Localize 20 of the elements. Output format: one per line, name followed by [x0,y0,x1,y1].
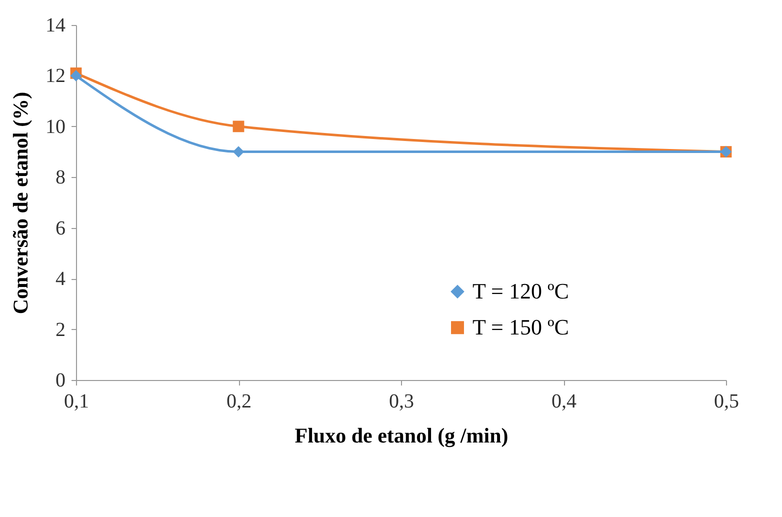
y-tick-label: 6 [56,217,66,240]
legend-label: T = 150 ºC [472,314,569,340]
point [232,120,244,132]
point [70,70,82,82]
y-axis-title: Conversão de etanol (%) [8,92,32,314]
x-tick-label: 0,4 [552,390,576,412]
x-tick-label: 0,5 [714,390,739,412]
y-tick-label: 14 [46,14,66,36]
x-tick-label: 0,2 [226,390,252,412]
y-tick-label: 10 [46,116,66,138]
y-tick-label: 8 [56,166,66,189]
legend-label: T = 120 ºC [472,278,569,304]
x-tick-label: 0,3 [389,390,414,412]
y-tick-label: 12 [46,65,66,88]
y-tick-label: 2 [56,318,66,341]
y-tick-label: 0 [56,370,66,392]
y-tick-label: 4 [56,268,66,290]
x-tick-label: 0,1 [64,390,89,412]
point [232,146,244,158]
x-axis-title: Fluxo de etanol (g /min) [294,424,508,448]
